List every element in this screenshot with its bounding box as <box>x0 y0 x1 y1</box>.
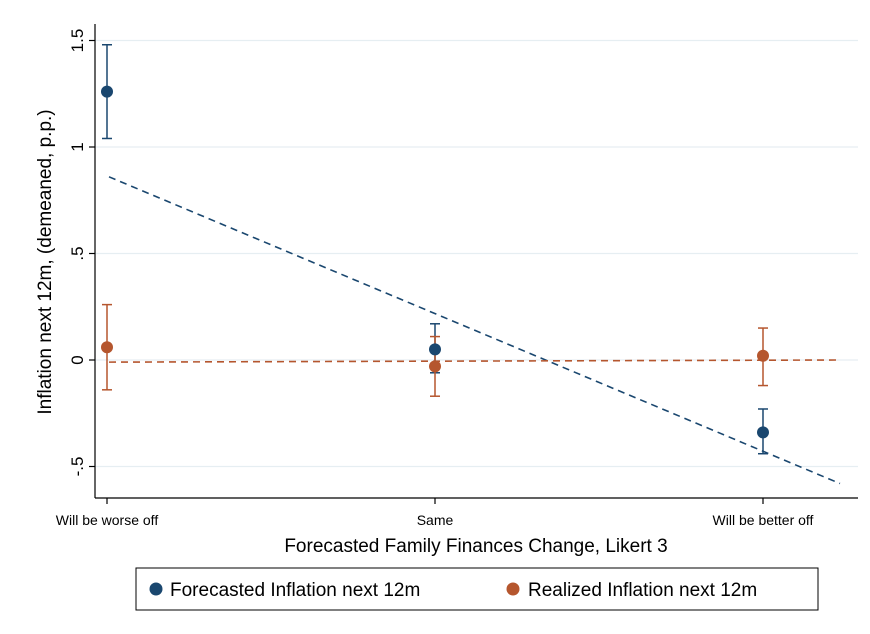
x-tick-label: Will be better off <box>713 512 814 528</box>
y-axis-title: Inflation next 12m, (demeaned, p.p.) <box>35 109 56 414</box>
legend-label-realized: Realized Inflation next 12m <box>528 580 757 601</box>
point-series-0 <box>429 343 441 356</box>
fit-lines <box>108 176 841 485</box>
y-tick-label: .5 <box>68 246 87 260</box>
fit-line-series-1 <box>108 359 841 363</box>
x-tick-label: Will be worse off <box>56 512 159 528</box>
y-tick-label: 0 <box>68 355 87 364</box>
legend: Forecasted Inflation next 12m Realized I… <box>135 567 819 611</box>
axes <box>94 24 858 499</box>
y-ticks: -.5 0 .5 1 1.5 <box>68 29 95 477</box>
x-tick-label: Same <box>417 512 454 528</box>
y-tick-label: -.5 <box>68 457 87 477</box>
y-tick-label: 1 <box>68 142 87 151</box>
x-axis-title: Forecasted Family Finances Change, Liker… <box>284 536 667 557</box>
x-ticks: Will be worse off Same Will be better off <box>56 498 814 528</box>
point-series-1 <box>429 360 441 373</box>
legend-box <box>135 567 819 611</box>
data-points <box>101 85 769 439</box>
legend-marker-forecasted <box>149 582 163 596</box>
grid-lines <box>95 39 858 468</box>
point-series-0 <box>757 426 769 439</box>
legend-marker-realized <box>506 582 520 596</box>
point-series-1 <box>757 349 769 362</box>
fit-line-series-0 <box>108 176 841 485</box>
point-series-1 <box>101 341 113 354</box>
y-tick-label: 1.5 <box>68 29 87 53</box>
point-series-0 <box>101 85 113 98</box>
legend-label-forecasted: Forecasted Inflation next 12m <box>170 580 420 601</box>
